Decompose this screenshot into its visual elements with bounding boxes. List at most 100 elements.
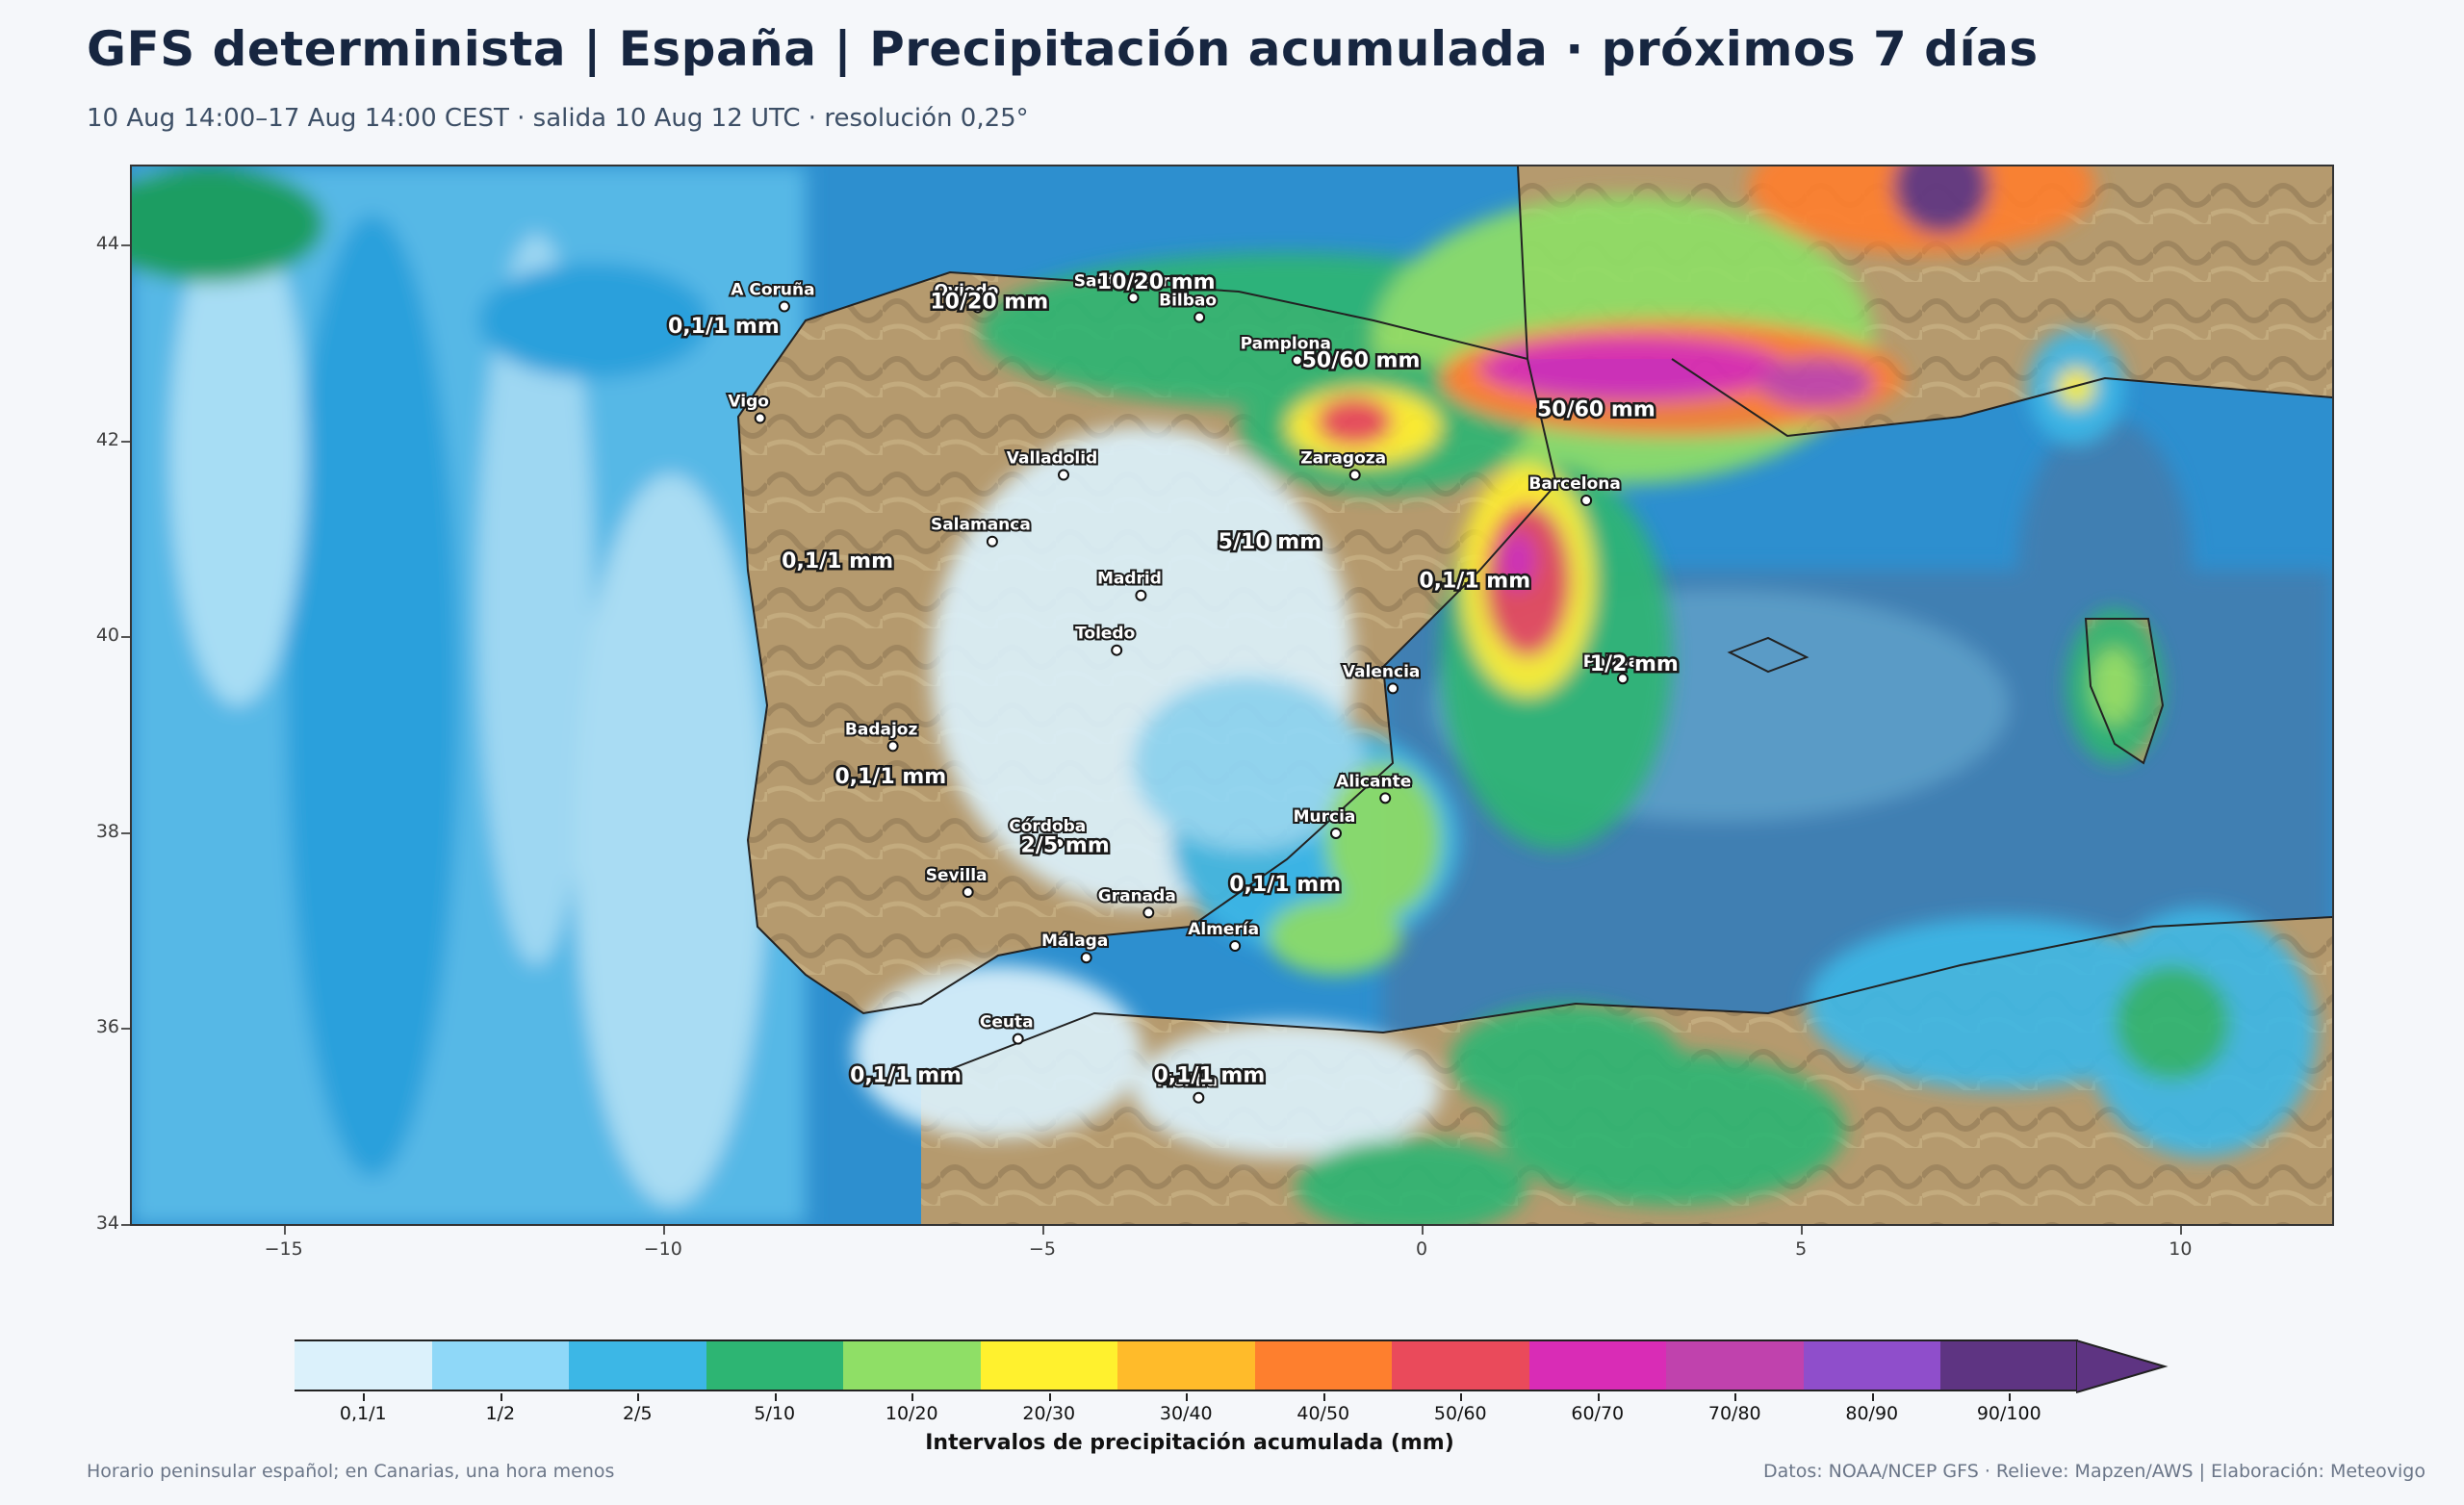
precipitation-map[interactable]: A Coruña Oviedo Santander Bilbao Pamplona Vig… — [130, 165, 2334, 1226]
colorbar-label: 60/70 — [1571, 1403, 1625, 1424]
city-marker — [1379, 792, 1392, 804]
colorbar-label: 1/2 — [485, 1403, 516, 1424]
coastlines — [736, 166, 2332, 1082]
y-tick-label: 36 — [95, 1016, 119, 1038]
y-tick-mark — [121, 1028, 130, 1031]
x-tick-label: 0 — [1416, 1238, 1428, 1260]
city-label: Madrid — [1097, 570, 1162, 589]
city-label: Bilbao — [1159, 292, 1217, 311]
precip-amount-label: 0,1/1 mm — [1229, 873, 1341, 897]
city-marker — [962, 886, 974, 899]
x-tick-mark — [1041, 1226, 1044, 1235]
city-label: Almería — [1188, 920, 1259, 939]
colorbar-swatch — [706, 1339, 843, 1391]
city-marker — [1012, 1033, 1024, 1045]
colorbar-label: 10/20 — [885, 1403, 938, 1424]
city-marker — [1387, 682, 1399, 695]
colorbar-tick — [1186, 1393, 1189, 1401]
city-marker — [886, 740, 899, 752]
city-marker — [754, 412, 766, 424]
page-title: GFS determinista | España | Precipitació… — [87, 21, 2039, 77]
colorbar-swatch — [1117, 1339, 1255, 1391]
y-tick-mark — [121, 831, 130, 834]
colorbar-swatch — [431, 1339, 569, 1391]
iberia-precip-field — [854, 166, 2317, 1224]
colorbar-label: 2/5 — [622, 1403, 653, 1424]
city-label: Valencia — [1343, 662, 1421, 681]
city-label: Melilla — [1157, 1072, 1218, 1091]
colorbar-tick — [500, 1393, 502, 1401]
city-marker — [1127, 292, 1140, 304]
city-marker — [1329, 827, 1342, 839]
colorbar-tick — [1048, 1393, 1051, 1401]
colorbar-tick — [2009, 1393, 2012, 1401]
x-tick-label: 5 — [1795, 1238, 1808, 1260]
atlantic-precip-field — [132, 166, 806, 1224]
colorbar-swatch — [1940, 1339, 2078, 1391]
precip-amount-label: 50/60 mm — [1302, 349, 1421, 373]
city-label: Granada — [1098, 886, 1176, 906]
precip-amount-label: 10/20 mm — [1097, 270, 1216, 294]
precip-amount-label: 0,1/1 mm — [1153, 1063, 1265, 1087]
colorbar-tick — [774, 1393, 777, 1401]
city-label: Murcia — [1294, 807, 1356, 827]
city-marker — [1580, 494, 1593, 506]
precip-amount-label: 0,1/1 mm — [834, 765, 946, 789]
x-tick-label: −15 — [264, 1238, 303, 1260]
city-label: Salamanca — [931, 516, 1031, 535]
city-marker — [1058, 469, 1070, 481]
colorbar-tick — [637, 1393, 640, 1401]
y-tick-label: 44 — [95, 233, 119, 255]
city-marker — [1193, 1091, 1205, 1104]
footer-note: Horario peninsular español; en Canarias,… — [87, 1461, 615, 1482]
precip-amount-label: 0,1/1 mm — [1419, 570, 1530, 594]
city-label: Palma — [1583, 652, 1640, 672]
page-subtitle: 10 Aug 14:00–17 Aug 14:00 CEST · salida … — [87, 104, 1029, 133]
city-marker — [1142, 906, 1155, 919]
colorbar-label: 20/30 — [1022, 1403, 1076, 1424]
colorbar-label: 70/80 — [1707, 1403, 1761, 1424]
colorbar-swatch — [1666, 1339, 1804, 1391]
city-label: Málaga — [1041, 931, 1108, 951]
city-marker — [1194, 311, 1206, 323]
city-marker — [1053, 837, 1065, 850]
colorbar-tick — [1322, 1393, 1325, 1401]
precip-amount-label: 50/60 mm — [1537, 397, 1656, 421]
x-tick-mark — [662, 1226, 665, 1235]
colorbar-swatch — [1392, 1339, 1529, 1391]
city-marker — [1229, 940, 1242, 953]
city-marker — [1348, 469, 1361, 481]
city-marker — [971, 301, 984, 314]
colorbar-tick — [911, 1393, 914, 1401]
footer-credits: Datos: NOAA/NCEP GFS · Relieve: Mapzen/A… — [1762, 1461, 2426, 1482]
precip-amount-label: 5/10 mm — [1219, 530, 1322, 554]
colorbar-label: 30/40 — [1159, 1403, 1213, 1424]
precip-amount-label: 0,1/1 mm — [782, 549, 893, 574]
city-marker — [1291, 354, 1303, 367]
y-tick-mark — [121, 440, 130, 443]
colorbar-label: 0,1/1 — [339, 1403, 387, 1424]
city-marker — [778, 300, 790, 313]
colorbar-label: 80/90 — [1845, 1403, 1899, 1424]
colorbar-tick — [363, 1393, 366, 1401]
city-marker — [1080, 952, 1092, 964]
y-tick-mark — [121, 244, 130, 247]
precip-amount-label: 0,1/1 mm — [850, 1063, 962, 1087]
colorbar-tick — [1871, 1393, 1874, 1401]
city-label: Zaragoza — [1300, 449, 1386, 469]
city-markers — [754, 292, 1629, 1104]
city-label: Córdoba — [1009, 817, 1086, 836]
colorbar-label: 50/60 — [1433, 1403, 1487, 1424]
city-marker — [1616, 673, 1629, 685]
precip-amount-label: 0,1/1 mm — [668, 315, 780, 339]
city-label: Oviedo — [935, 282, 999, 301]
city-label: A Coruña — [731, 281, 814, 300]
y-tick-label: 40 — [95, 625, 119, 647]
colorbar-tick — [1460, 1393, 1463, 1401]
city-label: Pamplona — [1241, 334, 1331, 353]
colorbar-label: 5/10 — [754, 1403, 796, 1424]
precip-amount-label: 10/20 mm — [930, 291, 1048, 315]
city-label: Vigo — [728, 393, 769, 412]
colorbar-label: 90/100 — [1976, 1403, 2041, 1424]
